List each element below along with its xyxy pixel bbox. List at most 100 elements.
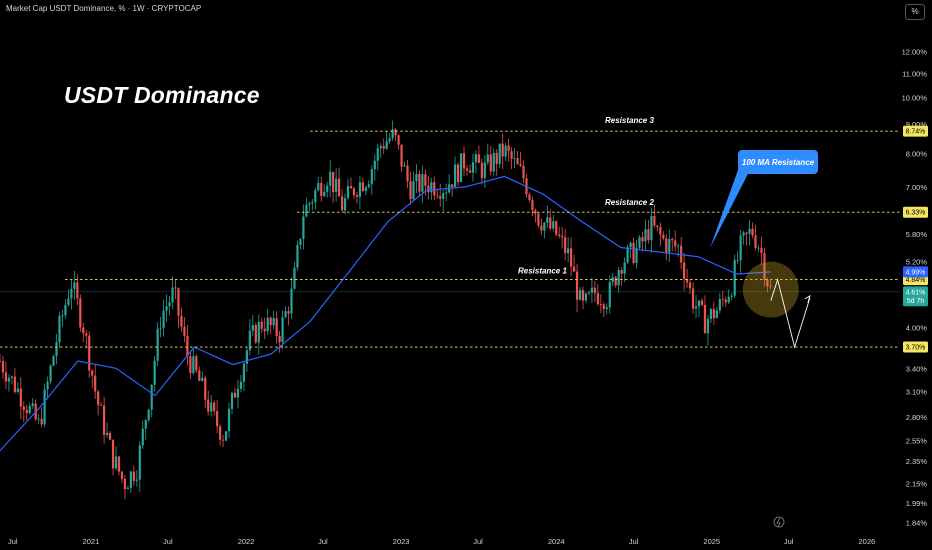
y-tick-label: 7.00% — [906, 183, 928, 192]
candle-body — [706, 318, 710, 334]
candle-body — [578, 290, 582, 300]
candle-body — [260, 321, 263, 329]
candle-body — [733, 260, 736, 296]
candle-body — [489, 154, 492, 172]
candle-body — [224, 431, 228, 441]
candle-body — [67, 298, 70, 305]
candle-body — [299, 238, 302, 245]
percent-scale-button[interactable]: % — [905, 4, 925, 20]
x-tick-label: Jul — [784, 537, 794, 546]
candle-body — [141, 428, 144, 446]
candle-body — [25, 409, 28, 414]
callout-text: 100 MA Resistance — [742, 158, 815, 167]
candle-body — [177, 288, 180, 316]
candle-body — [332, 171, 335, 192]
y-tick-label: 2.15% — [906, 479, 928, 488]
candle-body — [317, 182, 320, 191]
candle-body — [198, 370, 201, 381]
candle-body — [58, 315, 61, 343]
lightning-bolt-glyph — [776, 517, 781, 528]
candle-body — [501, 143, 504, 157]
candle-body — [439, 195, 442, 199]
candle-body — [379, 146, 382, 149]
candle-body — [602, 304, 605, 310]
level-tag-box — [903, 206, 928, 218]
x-tick-label: 2025 — [703, 537, 720, 546]
y-tick-label: 12.00% — [902, 48, 928, 57]
candle-body — [415, 173, 418, 182]
candle-body — [135, 479, 138, 481]
candle-body — [64, 304, 67, 316]
candle-body — [263, 328, 266, 332]
candle-body — [361, 182, 364, 192]
candle-body — [10, 376, 13, 378]
highlight-circle — [742, 261, 799, 318]
candle-body — [123, 478, 127, 490]
candle-body — [567, 248, 570, 254]
x-tick-label: Jul — [8, 537, 18, 546]
candle-body — [76, 282, 79, 299]
candle-body — [269, 317, 272, 326]
candle-body — [510, 151, 513, 159]
candle-body — [626, 247, 629, 263]
candle-body — [570, 248, 573, 267]
candle-body — [688, 282, 692, 289]
candle-body — [31, 403, 34, 406]
candle-body — [278, 336, 281, 343]
candle-body — [132, 471, 135, 481]
level-tag-text: 3.70% — [906, 345, 926, 352]
candle-body — [382, 146, 385, 149]
candle-body — [465, 168, 469, 171]
candle-body — [352, 188, 356, 196]
x-tick-label: 2022 — [238, 537, 255, 546]
y-tick-label: 5.80% — [906, 230, 928, 239]
candle-body — [736, 260, 739, 261]
candle-body — [254, 325, 257, 343]
candle-body — [477, 154, 480, 163]
projection-path — [770, 277, 811, 349]
candle-body — [700, 300, 704, 305]
candle-body — [111, 439, 115, 469]
candle-body — [323, 191, 326, 196]
level-tag-text: 4.84% — [906, 277, 926, 284]
candle-body — [620, 270, 623, 274]
candle-body — [653, 216, 656, 226]
candle-body — [638, 237, 641, 248]
candle-body — [605, 307, 608, 310]
candle-body — [19, 388, 22, 407]
candle-body — [468, 170, 472, 173]
candle-body — [715, 310, 718, 319]
candle-body — [189, 356, 192, 374]
resistance-label: Resistance 1 — [518, 267, 567, 276]
candle-body — [757, 247, 760, 249]
candle-body — [219, 426, 222, 440]
candle-body — [1, 361, 5, 373]
candle-body — [769, 286, 772, 287]
candle-body — [495, 152, 498, 164]
candle-body — [22, 406, 25, 410]
candle-body — [204, 377, 207, 400]
candle-body — [290, 288, 293, 314]
candle-body — [599, 304, 602, 305]
candle-body — [519, 164, 522, 166]
candle-body — [561, 235, 564, 238]
candle-body — [614, 277, 617, 286]
candle-body — [668, 238, 671, 253]
candle-body — [4, 372, 8, 382]
lightning-icon — [773, 516, 785, 528]
candle-body — [697, 300, 701, 307]
candle-body — [409, 181, 412, 200]
candle-body — [751, 228, 754, 236]
candle-body — [730, 295, 733, 297]
x-tick-label: Jul — [473, 537, 483, 546]
candle-body — [337, 178, 341, 197]
candle-body — [370, 169, 373, 185]
candle-body — [28, 405, 31, 414]
candle-body — [397, 135, 400, 145]
candle-body — [37, 418, 40, 420]
candle-body — [587, 292, 591, 294]
candle-body — [391, 129, 394, 139]
candle-body — [724, 299, 727, 303]
